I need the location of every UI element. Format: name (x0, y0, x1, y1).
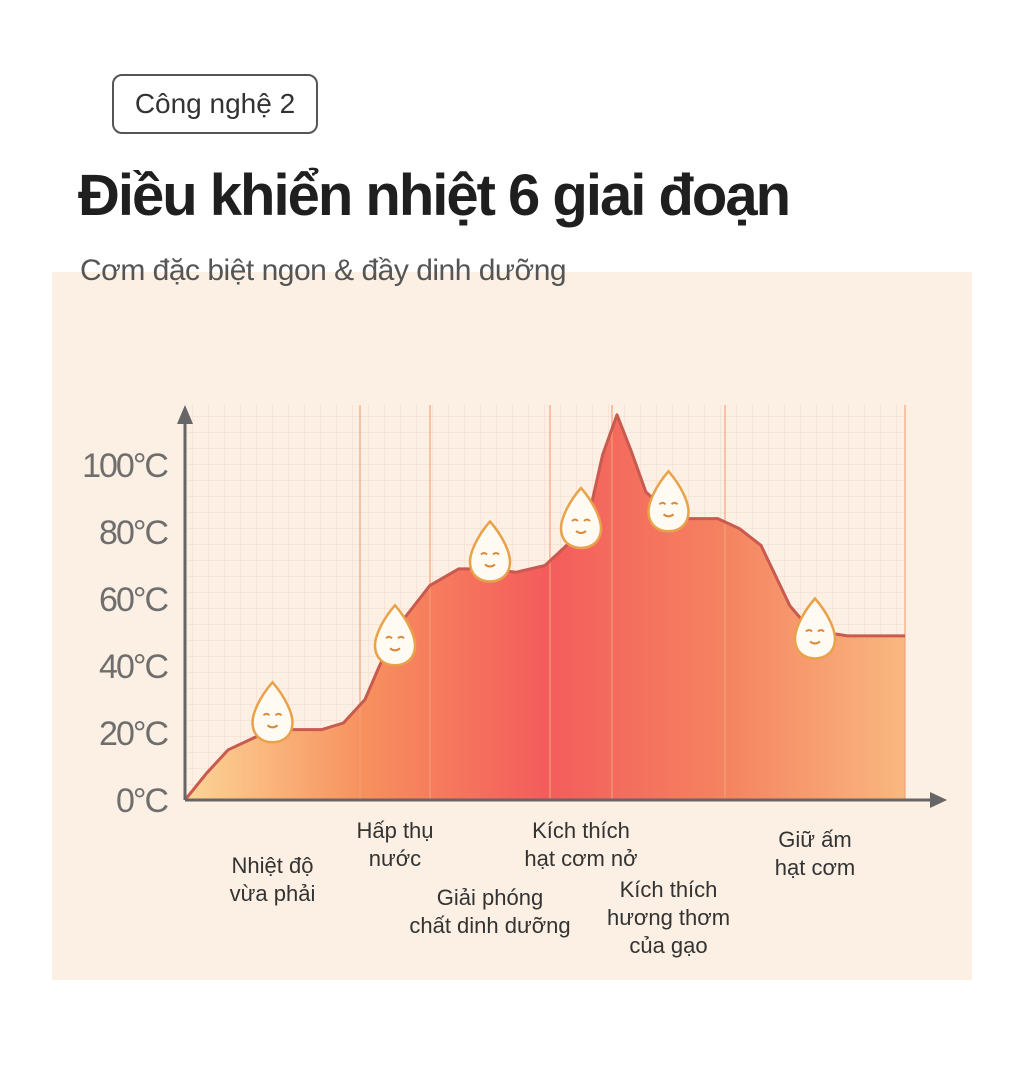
stage-label: vừa phải (230, 881, 316, 906)
rice-grain-icon (559, 486, 603, 550)
rice-grain-icon (373, 603, 417, 667)
page-subtitle: Cơm đặc biệt ngon & đầy dinh dưỡng (80, 254, 567, 287)
stage-label: hạt cơm (775, 855, 855, 880)
rice-grain-icon (647, 469, 690, 533)
stage-label: Kích thích (620, 877, 718, 902)
y-tick-label: 20°C (99, 715, 168, 753)
stage-label: chất dinh dưỡng (409, 913, 570, 938)
x-axis-arrow (930, 792, 947, 808)
stage-label: nước (369, 846, 421, 871)
badge-label: Công nghệ 2 (134, 88, 296, 119)
technology-badge: Công nghệ 2 (112, 74, 318, 134)
page-title: Điều khiển nhiệt 6 giai đoạn (78, 163, 791, 228)
stage-label: hương thơm (607, 905, 730, 930)
y-axis-arrow (177, 405, 193, 424)
stage-label: Nhiệt độ (232, 853, 314, 878)
y-tick-label: 60°C (99, 581, 168, 619)
stage-label: Giải phóng (437, 885, 543, 910)
stage-label: Hấp thụ (356, 818, 433, 843)
rice-grain-icon (251, 680, 294, 744)
y-tick-label: 0°C (116, 782, 169, 820)
y-tick-label: 100°C (82, 447, 168, 485)
stage-label: Kích thích (532, 818, 630, 843)
stage-label: của gạo (629, 933, 707, 958)
rice-grain-icon (468, 519, 512, 583)
stage-label: hạt cơm nở (524, 846, 637, 871)
y-tick-label: 80°C (99, 514, 168, 552)
y-tick-label: 40°C (99, 648, 168, 686)
stage-label: Giữ ấm (778, 827, 851, 852)
rice-grain-icon (793, 596, 837, 660)
